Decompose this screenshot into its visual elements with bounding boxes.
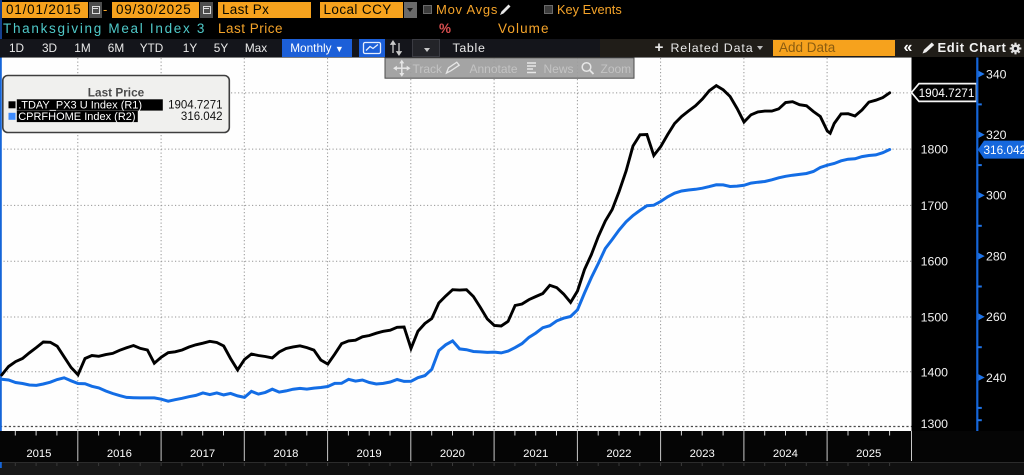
svg-text:280: 280 [986,249,1007,263]
svg-text:240: 240 [986,371,1007,385]
svg-text:2023: 2023 [690,448,715,460]
svg-text:1300: 1300 [921,417,949,431]
svg-text:1400: 1400 [921,365,949,379]
svg-text:Track: Track [413,62,444,76]
svg-text:300: 300 [986,189,1007,203]
svg-text:2022: 2022 [606,448,631,460]
svg-text:2017: 2017 [190,448,215,460]
svg-text:2019: 2019 [357,448,382,460]
svg-text:316.042: 316.042 [984,143,1024,157]
svg-text:320: 320 [986,128,1007,142]
svg-text:2016: 2016 [107,448,132,460]
svg-text:2018: 2018 [273,448,298,460]
svg-text:.TDAY_PX3 U Index (R1): .TDAY_PX3 U Index (R1) [18,99,142,111]
svg-text:2024: 2024 [773,448,798,460]
svg-text:CPRFHOME Index (R2): CPRFHOME Index (R2) [18,111,135,123]
svg-text:1904.7271: 1904.7271 [168,100,222,112]
svg-text:2015: 2015 [26,448,51,460]
svg-text:2025: 2025 [856,448,881,460]
svg-text:1800: 1800 [921,143,949,157]
svg-text:Last Price: Last Price [88,85,145,99]
svg-text:2020: 2020 [440,448,465,460]
svg-text:2021: 2021 [523,448,548,460]
svg-text:1500: 1500 [921,311,949,325]
svg-text:316.042: 316.042 [181,111,223,123]
svg-text:1904.7271: 1904.7271 [919,86,975,100]
svg-text:340: 340 [986,67,1007,81]
svg-text:1700: 1700 [921,199,949,213]
svg-text:News: News [544,62,574,76]
svg-text:260: 260 [986,310,1007,324]
svg-text:Annotate: Annotate [470,62,518,76]
svg-text:1600: 1600 [921,255,949,269]
svg-text:Zoom: Zoom [601,62,632,76]
